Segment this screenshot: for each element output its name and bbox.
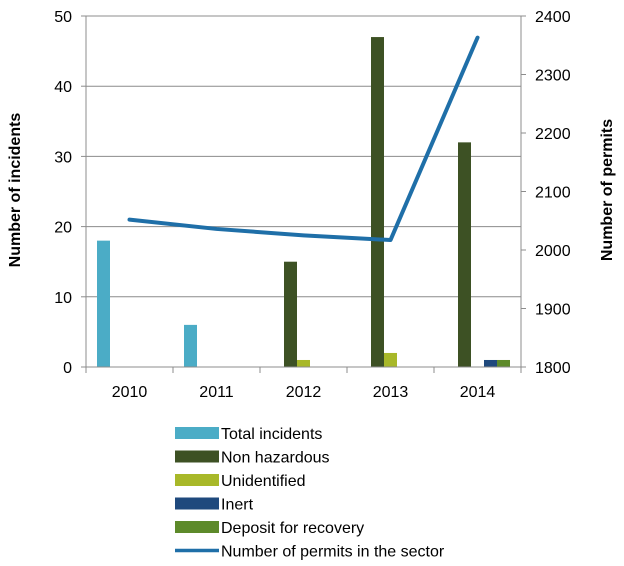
bar <box>184 324 197 367</box>
legend-label: Inert <box>221 497 254 514</box>
y-axis-ticks: 0 10 20 30 40 50 <box>54 9 72 377</box>
y-tick-label: 30 <box>54 149 72 166</box>
legend-label: Non hazardous <box>221 450 330 467</box>
y-tick-label: 40 <box>54 79 72 96</box>
y2-tick-label: 2200 <box>535 126 571 143</box>
legend-swatch <box>175 497 219 510</box>
y2-tick-label: 2100 <box>535 185 571 202</box>
bar <box>97 240 110 367</box>
permits-line-path <box>127 35 480 243</box>
bar <box>497 359 510 367</box>
bar <box>384 352 397 367</box>
y2-axis-title: Number of permits <box>599 119 616 261</box>
legend-swatch <box>175 474 219 486</box>
x-tick-label: 2010 <box>112 384 148 401</box>
y2-tick-label: 2400 <box>535 9 571 26</box>
bar <box>371 37 384 368</box>
y2-tick-label: 2300 <box>535 68 571 85</box>
legend-label: Unidentified <box>221 473 306 490</box>
y-tick-label: 0 <box>63 360 72 377</box>
bars <box>97 37 510 368</box>
legend-label: Deposit for recovery <box>221 520 364 537</box>
x-tick-label: 2012 <box>286 384 322 401</box>
y2-tick-label: 1900 <box>535 302 571 319</box>
legend-label: Number of permits in the sector <box>221 544 445 561</box>
legend: Total incidents Non hazardous Unidentified… <box>175 426 445 561</box>
permits-line <box>127 35 480 243</box>
y-axis-title: Number of incidents <box>7 113 24 268</box>
y-tick-label: 10 <box>54 290 72 307</box>
legend-swatch <box>175 450 219 463</box>
bar <box>284 261 297 367</box>
axes <box>81 15 526 373</box>
legend-swatch <box>175 521 219 533</box>
gridlines <box>86 15 521 298</box>
y2-tick-label: 1800 <box>535 360 571 377</box>
legend-swatch <box>175 427 219 439</box>
y-tick-label: 20 <box>54 220 72 237</box>
bar <box>484 359 497 367</box>
x-axis-ticks: 2010 2011 2012 2013 2014 <box>112 384 496 401</box>
bar <box>297 359 310 367</box>
y-tick-label: 50 <box>54 9 72 26</box>
legend-label: Total incidents <box>221 426 322 443</box>
x-tick-label: 2011 <box>199 384 234 401</box>
x-tick-label: 2013 <box>373 384 409 401</box>
bar <box>458 142 471 367</box>
x-tick-label: 2014 <box>460 384 496 401</box>
y2-axis-ticks: 1800 1900 2000 2100 2200 2300 2400 <box>535 9 571 377</box>
y2-tick-label: 2000 <box>535 243 571 260</box>
